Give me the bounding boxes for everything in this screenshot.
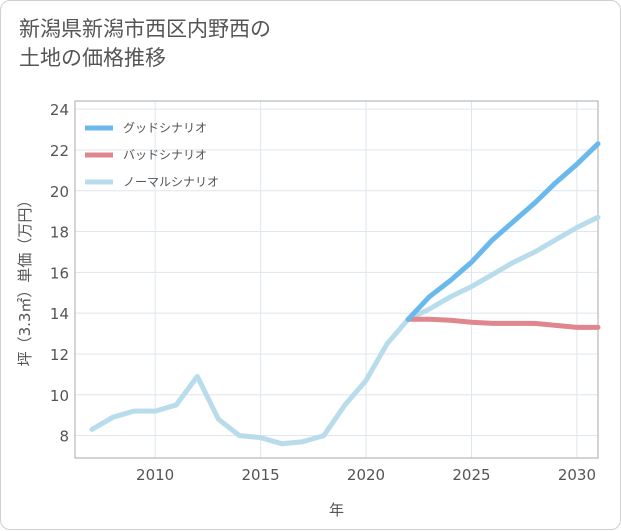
- y-tick-label: 14: [50, 305, 69, 323]
- chart-title-line-1: 新潟県新潟市西区内野西の: [19, 17, 271, 41]
- y-tick-label: 22: [50, 142, 69, 160]
- x-tick-label: 2010: [136, 466, 174, 484]
- plot-frame: [74, 100, 599, 459]
- x-tick-label: 2030: [558, 466, 596, 484]
- x-tick-label: 2015: [241, 466, 279, 484]
- x-axis-label: 年: [329, 501, 344, 519]
- legend-label-1: バッドシナリオ: [123, 148, 207, 162]
- chart-title-line-2: 土地の価格推移: [19, 46, 166, 70]
- series-layer: [89, 141, 601, 447]
- y-tick-label: 24: [50, 101, 69, 119]
- series-line-1: [405, 316, 601, 330]
- legend-label-2: ノーマルシナリオ: [123, 175, 219, 189]
- chart-title: 新潟県新潟市西区内野西の 土地の価格推移: [19, 15, 579, 73]
- legend-label-0: グッドシナリオ: [123, 121, 207, 135]
- y-tick-label: 10: [50, 387, 69, 405]
- y-axis-label: 坪（3.3㎡）単価（万円）: [16, 193, 34, 367]
- series-line-2: [89, 214, 601, 447]
- y-tick-label: 16: [50, 264, 69, 282]
- tick-labels: 8 10 12 14 16 18 20 22 24 2010 2015 2020 2025 2030: [50, 101, 596, 484]
- series-line-0: [405, 141, 601, 322]
- y-tick-label: 18: [50, 224, 69, 242]
- x-tick-label: 2025: [452, 466, 490, 484]
- x-tick-label: 2020: [347, 466, 385, 484]
- y-tick-label: 8: [59, 428, 69, 446]
- y-tick-label: 20: [50, 183, 69, 201]
- grid: [75, 101, 598, 458]
- y-tick-label: 12: [50, 346, 69, 364]
